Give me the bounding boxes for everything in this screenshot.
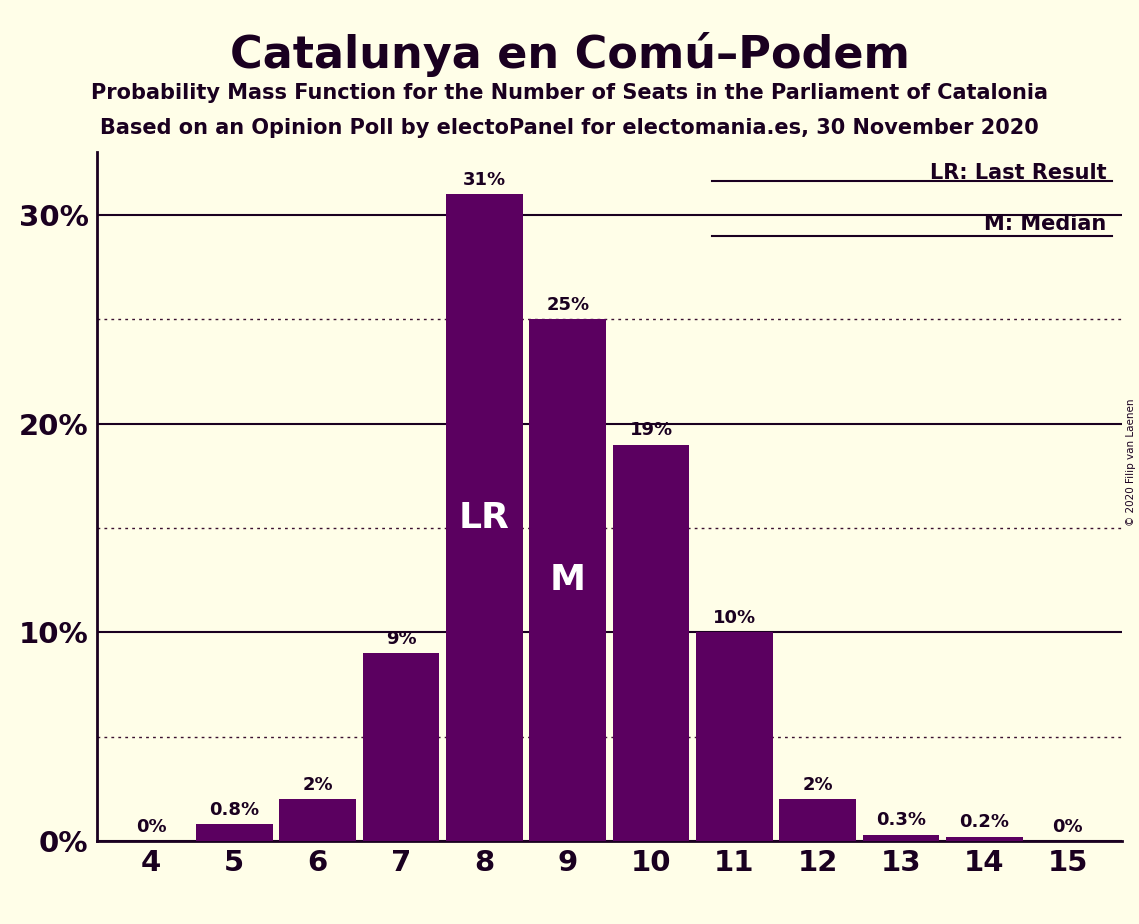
Text: 0.3%: 0.3% bbox=[876, 811, 926, 830]
Bar bbox=[530, 320, 606, 841]
Text: 10%: 10% bbox=[713, 609, 756, 627]
Bar bbox=[779, 799, 857, 841]
Text: 2%: 2% bbox=[802, 776, 833, 794]
Text: Catalunya en Comú–Podem: Catalunya en Comú–Podem bbox=[230, 32, 909, 78]
Bar bbox=[362, 653, 440, 841]
Text: © 2020 Filip van Laenen: © 2020 Filip van Laenen bbox=[1126, 398, 1136, 526]
Text: 2%: 2% bbox=[302, 776, 333, 794]
Bar bbox=[613, 444, 689, 841]
Text: Based on an Opinion Poll by electoPanel for electomania.es, 30 November 2020: Based on an Opinion Poll by electoPanel … bbox=[100, 118, 1039, 139]
Bar bbox=[947, 836, 1023, 841]
Text: LR: Last Result: LR: Last Result bbox=[929, 163, 1106, 183]
Text: 0%: 0% bbox=[1052, 818, 1083, 835]
Text: 0.8%: 0.8% bbox=[210, 801, 260, 819]
Text: Probability Mass Function for the Number of Seats in the Parliament of Catalonia: Probability Mass Function for the Number… bbox=[91, 83, 1048, 103]
Text: M: Median: M: Median bbox=[984, 214, 1106, 235]
Text: M: M bbox=[550, 563, 585, 597]
Text: 19%: 19% bbox=[630, 421, 673, 439]
Text: 9%: 9% bbox=[386, 630, 417, 648]
Bar bbox=[279, 799, 357, 841]
Text: 25%: 25% bbox=[546, 296, 589, 314]
Text: 0%: 0% bbox=[136, 818, 166, 835]
Bar bbox=[196, 824, 272, 841]
Text: 31%: 31% bbox=[462, 171, 506, 189]
Bar bbox=[862, 834, 940, 841]
Text: LR: LR bbox=[459, 501, 510, 534]
Bar bbox=[446, 194, 523, 841]
Bar bbox=[696, 632, 772, 841]
Text: 0.2%: 0.2% bbox=[959, 813, 1009, 832]
